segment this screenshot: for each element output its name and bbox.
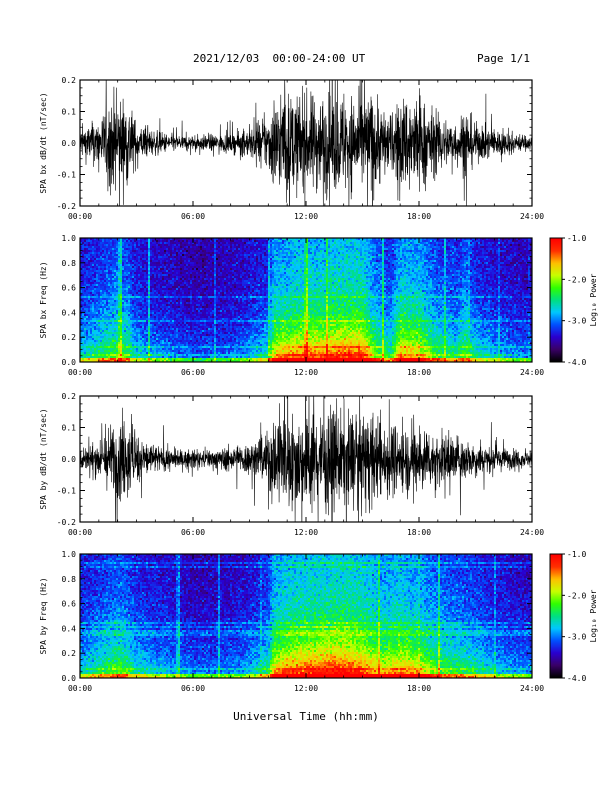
waveform-trace <box>80 396 532 522</box>
y-tick-label: 0.4 <box>62 624 77 633</box>
y-tick-label: 0.8 <box>62 575 77 584</box>
colorbar-label: Log₁₀ Power <box>589 273 598 326</box>
y-tick-label: -0.2 <box>57 202 76 211</box>
x-axis-title: Universal Time (hh:mm) <box>233 710 379 723</box>
y-tick-label: 0.1 <box>62 424 77 433</box>
y-tick-label: 0.2 <box>62 392 77 401</box>
x-tick-label: 06:00 <box>181 684 205 693</box>
colorbar-tick-label: -3.0 <box>567 317 586 326</box>
colorbar-frame <box>549 553 563 679</box>
y-tick-label: 0.0 <box>62 455 77 464</box>
x-tick-label: 12:00 <box>294 684 318 693</box>
x-tick-label: 24:00 <box>520 212 544 221</box>
bx-waveform-panel: 0.2 0.1 0.0 -0.1 -0.200:00 06:00 12:00 18:00 24:… <box>39 76 544 221</box>
bx-spectrogram-panel: -1.0 -2.0 -3.0 -4.0 Log₁₀ Power 1.0 0.8 0.6 0.4 0… <box>39 234 598 377</box>
x-tick-label: 18:00 <box>407 368 431 377</box>
colorbar-tick-label: -2.0 <box>567 591 586 600</box>
colorbar-frame <box>549 237 563 363</box>
y-tick-label: 1.0 <box>62 234 77 243</box>
plot-title: 2021/12/03 00:00-24:00 UT <box>193 52 366 65</box>
x-tick-label: 24:00 <box>520 684 544 693</box>
x-tick-label: 00:00 <box>68 528 92 537</box>
x-tick-label: 18:00 <box>407 528 431 537</box>
colorbar-tick-label: -1.0 <box>567 550 586 559</box>
colorbar-label: Log₁₀ Power <box>589 589 598 642</box>
x-tick-label: 24:00 <box>520 368 544 377</box>
x-tick-label: 12:00 <box>294 528 318 537</box>
y-tick-label: 0.0 <box>62 358 77 367</box>
waveform-trace <box>80 80 532 206</box>
page-indicator: Page 1/1 <box>477 52 530 65</box>
y-tick-label: 0.1 <box>62 108 77 117</box>
y-tick-label: 0.4 <box>62 308 77 317</box>
x-tick-label: 12:00 <box>294 212 318 221</box>
x-tick-label: 06:00 <box>181 212 205 221</box>
colorbar-gradient <box>550 238 562 362</box>
y-axis-label: SPA by Freq (Hz) <box>39 577 48 654</box>
y-tick-label: 0.2 <box>62 333 77 342</box>
y-tick-label: 0.0 <box>62 139 77 148</box>
y-tick-label: 0.6 <box>62 284 77 293</box>
x-tick-label: 18:00 <box>407 684 431 693</box>
spectrogram-image <box>80 238 532 362</box>
colorbar-gradient <box>550 554 562 678</box>
x-tick-label: 00:00 <box>68 684 92 693</box>
by-waveform-panel: 0.2 0.1 0.0 -0.1 -0.200:00 06:00 12:00 18:00 24:… <box>39 392 544 537</box>
colorbar-tick-label: -1.0 <box>567 234 586 243</box>
y-tick-label: 0.6 <box>62 600 77 609</box>
x-tick-label: 06:00 <box>181 368 205 377</box>
spectrogram-image <box>80 554 532 678</box>
y-tick-label: 0.0 <box>62 674 77 683</box>
x-tick-label: 06:00 <box>181 528 205 537</box>
x-tick-label: 24:00 <box>520 528 544 537</box>
y-axis-label: SPA by dB/dt (nT/sec) <box>39 408 48 509</box>
y-tick-label: -0.1 <box>57 487 76 496</box>
colorbar-tick-label: -2.0 <box>567 275 586 284</box>
y-tick-label: -0.1 <box>57 171 76 180</box>
x-tick-label: 00:00 <box>68 368 92 377</box>
x-tick-label: 00:00 <box>68 212 92 221</box>
by-spectrogram-panel: -1.0 -2.0 -3.0 -4.0 Log₁₀ Power 1.0 0.8 0.6 0.4 0… <box>39 550 598 693</box>
y-tick-label: 1.0 <box>62 550 77 559</box>
colorbar-tick-label: -3.0 <box>567 633 586 642</box>
colorbar-tick-label: -4.0 <box>567 358 586 367</box>
x-tick-label: 18:00 <box>407 212 431 221</box>
y-tick-label: -0.2 <box>57 518 76 527</box>
colorbar-tick-label: -4.0 <box>567 674 586 683</box>
y-tick-label: 0.8 <box>62 259 77 268</box>
y-tick-label: 0.2 <box>62 76 77 85</box>
y-axis-label: SPA bx dB/dt (nT/sec) <box>39 92 48 193</box>
y-axis-label: SPA bx Freq (Hz) <box>39 261 48 338</box>
y-tick-label: 0.2 <box>62 649 77 658</box>
x-tick-label: 12:00 <box>294 368 318 377</box>
